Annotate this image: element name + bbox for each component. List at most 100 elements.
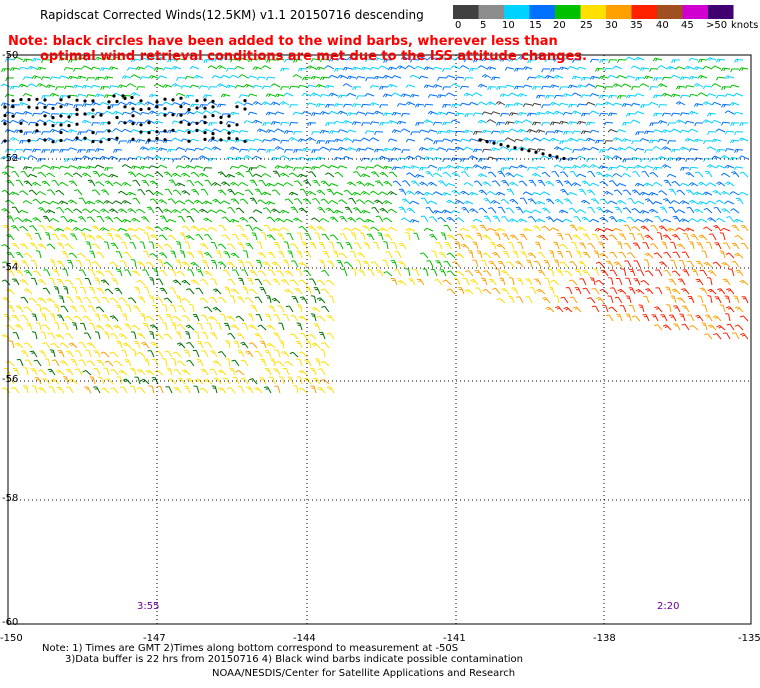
wind-barb xyxy=(153,191,164,196)
wind-barb xyxy=(145,189,155,196)
wind-barb xyxy=(400,128,411,133)
contamination-circle xyxy=(131,107,135,111)
wind-barb xyxy=(203,378,213,385)
wind-barb xyxy=(194,331,200,340)
wind-barb xyxy=(738,137,749,142)
wind-barb xyxy=(105,324,114,331)
wind-barb xyxy=(280,67,290,72)
wind-barb xyxy=(136,351,146,358)
wind-barb xyxy=(559,261,569,268)
wind-barb xyxy=(495,101,506,106)
wind-barb xyxy=(118,208,128,214)
wind-barb xyxy=(576,209,587,214)
wind-barb xyxy=(85,165,96,170)
wind-barb xyxy=(711,101,722,106)
wind-barb xyxy=(299,296,308,304)
wind-barb xyxy=(11,206,20,214)
wind-barb xyxy=(426,260,434,268)
contamination-circle xyxy=(203,131,207,135)
wind-barb xyxy=(721,121,731,126)
wind-barb xyxy=(121,218,132,223)
contamination-circle xyxy=(43,98,47,102)
wind-barb xyxy=(347,216,357,223)
wind-barb xyxy=(616,129,627,133)
wind-barb xyxy=(711,155,722,160)
wind-barb xyxy=(326,188,335,196)
wind-barb xyxy=(274,349,281,358)
wind-barb xyxy=(589,93,600,97)
wind-barb xyxy=(438,251,447,259)
wind-barb xyxy=(104,180,114,187)
wind-barb xyxy=(541,225,551,232)
wind-barb xyxy=(336,260,344,268)
wind-barb xyxy=(400,93,411,98)
wind-barb xyxy=(343,261,353,268)
wind-barb xyxy=(130,385,137,394)
wind-barb xyxy=(140,378,150,385)
wind-barb xyxy=(452,261,461,268)
wind-barb xyxy=(189,103,200,108)
wind-barb xyxy=(572,59,582,64)
wind-barb xyxy=(612,173,623,178)
wind-barb xyxy=(186,341,195,349)
wind-barb xyxy=(355,259,362,268)
wind-barb xyxy=(55,189,65,196)
wind-barb xyxy=(562,93,573,98)
contamination-circle xyxy=(235,137,239,141)
wind-barb xyxy=(509,277,515,286)
wind-barb xyxy=(562,218,573,223)
wind-barb xyxy=(320,198,330,205)
wind-barb xyxy=(370,158,380,163)
wind-barb xyxy=(37,297,47,304)
wind-barb xyxy=(537,179,546,187)
wind-barb xyxy=(688,93,699,98)
wind-barb xyxy=(20,314,29,322)
wind-barb xyxy=(635,77,645,81)
wind-barb xyxy=(35,250,42,259)
wind-barb xyxy=(211,385,218,394)
wind-barb xyxy=(684,120,695,125)
wind-barb xyxy=(720,227,731,232)
wind-barb xyxy=(232,377,240,385)
wind-barb xyxy=(512,250,519,259)
wind-barb xyxy=(671,180,681,187)
wind-barb xyxy=(602,304,609,313)
wind-barb xyxy=(243,155,254,160)
wind-barb xyxy=(405,155,416,160)
wind-barb xyxy=(284,288,294,295)
wind-barb xyxy=(289,333,299,340)
wind-barb xyxy=(216,209,227,214)
wind-barb xyxy=(414,155,425,160)
wind-barb xyxy=(724,75,735,80)
wind-barb xyxy=(14,342,24,349)
wind-barb xyxy=(96,251,105,259)
wind-barb xyxy=(396,120,407,125)
wind-barb xyxy=(11,242,20,250)
wind-barb xyxy=(414,103,425,108)
wind-barb xyxy=(457,287,465,295)
wind-barb xyxy=(595,171,605,178)
wind-barb xyxy=(631,140,641,145)
wind-barb xyxy=(172,158,182,163)
wind-barb xyxy=(113,324,123,331)
wind-barb xyxy=(103,200,114,205)
wind-barb xyxy=(284,149,294,153)
wind-barb xyxy=(141,216,150,223)
wind-barb xyxy=(264,386,272,394)
wind-barb xyxy=(724,295,731,304)
wind-barb xyxy=(491,180,501,187)
contamination-circle xyxy=(227,136,231,140)
wind-barb xyxy=(32,198,42,205)
wind-barb xyxy=(92,261,101,268)
wind-barb xyxy=(723,332,731,340)
wind-barb xyxy=(599,216,609,223)
wind-barb xyxy=(19,225,29,232)
wind-barb xyxy=(544,277,551,286)
wind-barb xyxy=(364,112,375,116)
wind-barb xyxy=(679,313,686,322)
wind-barb xyxy=(528,179,537,187)
wind-barb xyxy=(496,157,506,162)
wind-barb xyxy=(702,101,713,106)
wind-barb xyxy=(241,269,249,277)
contamination-circle xyxy=(203,115,207,119)
